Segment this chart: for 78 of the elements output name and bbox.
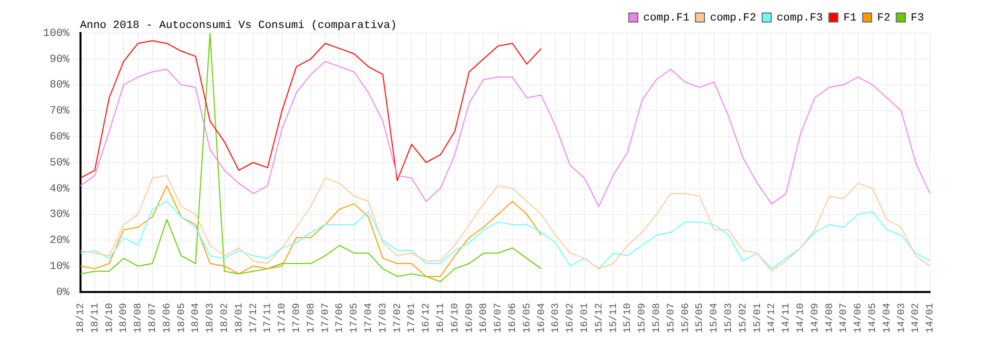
x-tick-label: 17/01 [406, 302, 418, 334]
x-tick-label: 17/07 [320, 302, 332, 334]
x-tick-label: 17/05 [348, 302, 361, 334]
x-tick-label: 14/06 [852, 302, 865, 334]
x-tick-label: 14/03 [896, 302, 908, 334]
x-tick-label: 15/09 [636, 302, 649, 334]
x-tick-label: 15/07 [665, 302, 678, 334]
legend-label: F3 [910, 12, 924, 24]
x-tick-label: 18/07 [147, 302, 160, 334]
x-tick-label: 17/04 [363, 302, 376, 334]
x-tick-label: 15/02 [737, 302, 750, 334]
x-tick-label: 16/04 [536, 302, 548, 334]
x-tick-label: 17/08 [305, 302, 318, 334]
x-tick-label: 14/11 [780, 302, 793, 334]
x-tick-label: 15/10 [622, 302, 634, 334]
x-tick-label: 16/05 [521, 302, 534, 334]
y-tick-label: 40% [50, 183, 70, 196]
x-tick-label: 18/05 [176, 302, 188, 334]
y-tick-label: 100% [43, 28, 70, 40]
y-tick-label: 20% [50, 235, 70, 248]
x-tick-label: 17/10 [276, 302, 289, 334]
y-tick-label: 50% [50, 157, 70, 170]
y-tick-label: 60% [50, 132, 70, 144]
y-tick-label: 10% [50, 261, 70, 273]
x-tick-label: 14/05 [867, 302, 880, 334]
x-tick-label: 18/02 [219, 302, 232, 334]
x-tick-label: 17/03 [377, 302, 390, 334]
x-tick-label: 16/06 [507, 302, 520, 334]
x-tick-label: 18/12 [75, 302, 88, 334]
x-tick-label: 17/02 [392, 302, 404, 334]
x-tick-label: 18/03 [204, 302, 217, 334]
x-tick-label: 14/09 [809, 302, 822, 334]
x-tick-label: 18/10 [104, 302, 116, 334]
x-tick-label: 15/12 [593, 302, 606, 334]
x-tick-label: 16/08 [478, 302, 490, 334]
x-tick-label: 16/03 [550, 302, 562, 334]
x-tick-label: 16/10 [449, 302, 462, 334]
x-tick-label: 14/01 [924, 302, 937, 334]
x-tick-label: 14/02 [910, 302, 922, 334]
y-tick-label: 70% [50, 106, 70, 118]
x-tick-label: 15/06 [680, 302, 692, 334]
x-tick-label: 15/05 [694, 302, 706, 334]
x-tick-label: 17/09 [291, 302, 304, 334]
legend-label: F1 [843, 12, 857, 24]
x-tick-label: 17/11 [262, 302, 274, 334]
x-tick-label: 15/04 [708, 302, 721, 334]
x-tick-label: 16/12 [420, 302, 433, 334]
x-tick-label: 15/11 [608, 302, 620, 334]
y-tick-label: 30% [50, 209, 70, 222]
x-tick-label: 15/03 [723, 302, 736, 334]
x-tick-label: 18/01 [233, 302, 246, 334]
x-tick-label: 14/08 [824, 302, 836, 334]
x-tick-label: 14/12 [766, 302, 778, 334]
y-tick-label: 90% [50, 54, 70, 66]
x-tick-label: 14/10 [795, 302, 808, 334]
x-tick-label: 16/09 [464, 302, 476, 334]
x-tick-label: 18/08 [132, 302, 145, 334]
chart-title: Anno 2018 - Autoconsumi Vs Consumi (comparativa) [80, 20, 397, 32]
x-tick-label: 15/01 [752, 302, 764, 334]
x-tick-label: 18/06 [161, 302, 174, 334]
x-tick-label: 16/07 [492, 302, 505, 334]
x-tick-label: 16/02 [564, 302, 577, 334]
legend-label: comp.F2 [710, 12, 756, 24]
x-tick-label: 18/09 [118, 302, 130, 334]
legend-label: comp.F1 [643, 12, 690, 24]
x-tick-label: 18/04 [190, 302, 202, 334]
x-tick-label: 14/07 [838, 302, 850, 334]
y-tick-label: 0% [56, 286, 70, 299]
x-tick-label: 17/12 [248, 302, 260, 334]
x-tick-label: 17/06 [334, 302, 346, 334]
x-tick-label: 15/08 [651, 302, 664, 334]
legend-label: comp.F3 [776, 12, 823, 24]
x-tick-label: 18/11 [89, 302, 102, 334]
y-tick-label: 80% [50, 80, 70, 92]
x-tick-label: 16/11 [435, 302, 448, 334]
legend-label: F2 [877, 12, 890, 24]
x-tick-label: 14/04 [881, 302, 894, 334]
x-tick-label: 16/01 [579, 302, 592, 334]
